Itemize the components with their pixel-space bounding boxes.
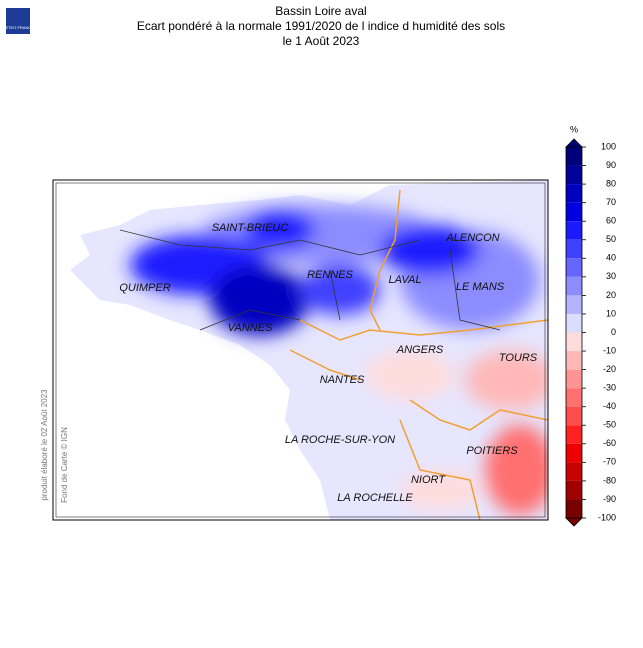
colorbar-segment — [566, 239, 582, 259]
colorbar-segment — [566, 147, 582, 166]
colorbar-segment — [566, 313, 582, 333]
produced-note: produit élaboré le 02 Août 2023 — [40, 389, 49, 501]
colorbar-tick-label: -30 — [603, 383, 616, 393]
colorbar-tick-label: -40 — [603, 401, 616, 411]
colorbar-tick-label: 40 — [606, 253, 616, 263]
colorbar-segment — [566, 425, 582, 444]
date: le 1 Août 2023 — [283, 34, 360, 48]
colorbar-tick-label: -20 — [603, 364, 616, 374]
city-label: POITIERS — [466, 445, 518, 457]
colorbar-segment — [566, 406, 582, 426]
colorbar-tick-label: 50 — [606, 234, 616, 244]
colorbar-tick-label: -60 — [603, 438, 616, 448]
colorbar-tick-label: 30 — [606, 271, 616, 281]
colorbar-segment — [566, 332, 582, 352]
city-label: ANGERS — [396, 344, 444, 356]
colorbar-segment — [566, 276, 582, 296]
city-label: LA ROCHELLE — [337, 492, 413, 504]
colorbar-segment — [566, 351, 582, 370]
city-label: QUIMPER — [119, 282, 170, 294]
colorbar-tick-label: 90 — [606, 160, 616, 170]
city-label: NANTES — [320, 374, 365, 386]
city-label: ALENCON — [445, 232, 499, 244]
colorbar-unit: % — [570, 124, 578, 134]
city-label: VANNES — [228, 322, 273, 334]
colorbar-tick-label: 0 — [611, 327, 616, 337]
credit-note: Fond de Carte © IGN — [60, 427, 69, 503]
colorbar-segment — [566, 499, 582, 518]
colorbar-arrow-top — [565, 138, 583, 148]
logo-text: METEO FRANCE — [2, 25, 34, 30]
colorbar-tick-label: -10 — [603, 345, 616, 355]
colorbar-segment — [566, 369, 582, 389]
map — [53, 180, 548, 520]
colorbar-segment — [566, 184, 582, 203]
colorbar-tick-label: 20 — [606, 290, 616, 300]
colorbar-segment — [566, 480, 582, 500]
colorbar-arrow-bottom — [565, 517, 583, 527]
colorbar-tick-label: -90 — [603, 494, 616, 504]
colorbar-tick-label: 60 — [606, 216, 616, 226]
colorbar-segment — [566, 388, 582, 407]
colorbar-segment — [566, 443, 582, 463]
title: Bassin Loire aval — [275, 4, 366, 18]
colorbar-segment — [566, 462, 582, 481]
logo — [6, 8, 30, 34]
city-label: SAINT-BRIEUC — [212, 222, 289, 234]
city-label: RENNES — [307, 269, 354, 281]
colorbar-tick-label: 80 — [606, 178, 616, 188]
city-label: NIORT — [411, 474, 446, 486]
city-label: LE MANS — [456, 281, 505, 293]
colorbar-tick-label: 10 — [606, 308, 616, 318]
subtitle: Ecart pondéré à la normale 1991/2020 de … — [137, 19, 505, 33]
colorbar-segment — [566, 165, 582, 185]
colorbar-tick-label: -100 — [598, 512, 616, 522]
colorbar-tick-label: 70 — [606, 197, 616, 207]
city-label: LA ROCHE-SUR-YON — [285, 434, 395, 446]
colorbar-segment — [566, 221, 582, 240]
city-label: LAVAL — [388, 274, 421, 286]
map-frame — [52, 179, 549, 521]
colorbar-tick-label: -70 — [603, 457, 616, 467]
colorbar-segment — [566, 295, 582, 314]
colorbar-tick-label: 100 — [601, 141, 616, 151]
colorbar-tick-label: -80 — [603, 475, 616, 485]
city-label: TOURS — [499, 352, 538, 364]
colorbar-tick-label: -50 — [603, 420, 616, 430]
colorbar-segment — [566, 202, 582, 222]
colorbar-segment — [566, 258, 582, 277]
